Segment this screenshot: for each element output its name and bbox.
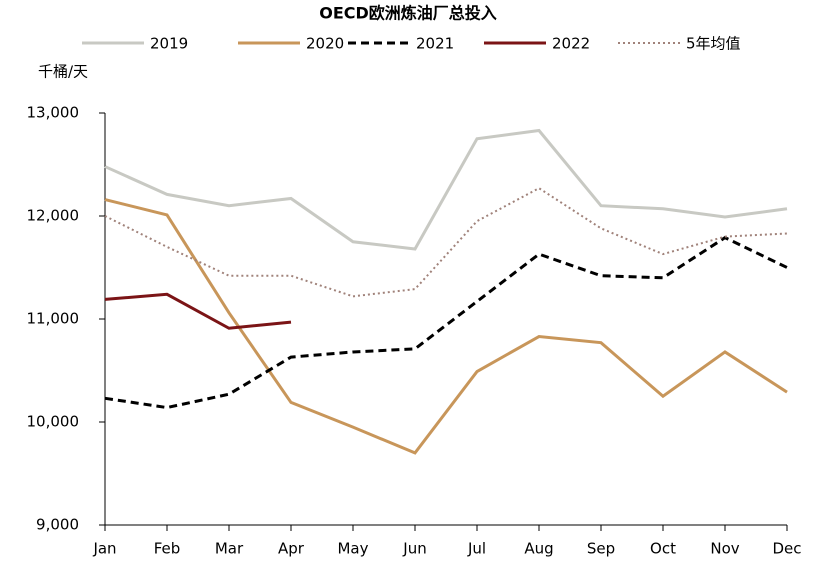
series-line	[104, 292, 292, 330]
x-tick-label: Apr	[278, 540, 305, 558]
legend-label: 2021	[416, 35, 454, 53]
y-tick-label: 12,000	[27, 207, 80, 225]
x-tick-label: Dec	[772, 540, 801, 558]
y-tick-label: 11,000	[27, 310, 80, 328]
series-line	[104, 128, 788, 251]
x-tick-label: Jan	[92, 540, 116, 558]
legend-label: 2020	[306, 35, 344, 53]
series-line	[104, 187, 788, 298]
chart-title: OECD欧洲炼油厂总投入	[319, 4, 497, 23]
series-line	[104, 198, 788, 455]
x-tick-label: Oct	[650, 540, 676, 558]
x-tick-label: Nov	[710, 540, 739, 558]
y-tick-label: 13,000	[27, 104, 80, 122]
legend-label: 2019	[150, 35, 188, 53]
x-tick-label: May	[337, 540, 368, 558]
x-tick-label: Jul	[467, 540, 486, 558]
x-tick-label: Sep	[587, 540, 615, 558]
legend-label: 5年均值	[686, 35, 741, 53]
x-tick-label: Feb	[154, 540, 181, 558]
legend-label: 2022	[552, 35, 590, 53]
x-tick-label: Aug	[524, 540, 553, 558]
y-tick-label: 10,000	[27, 413, 80, 431]
y-axis-label: 千桶/天	[38, 63, 88, 81]
y-tick-label: 9,000	[36, 516, 79, 534]
series-line	[104, 235, 788, 410]
x-tick-label: Mar	[215, 540, 244, 558]
x-tick-label: Jun	[402, 540, 426, 558]
